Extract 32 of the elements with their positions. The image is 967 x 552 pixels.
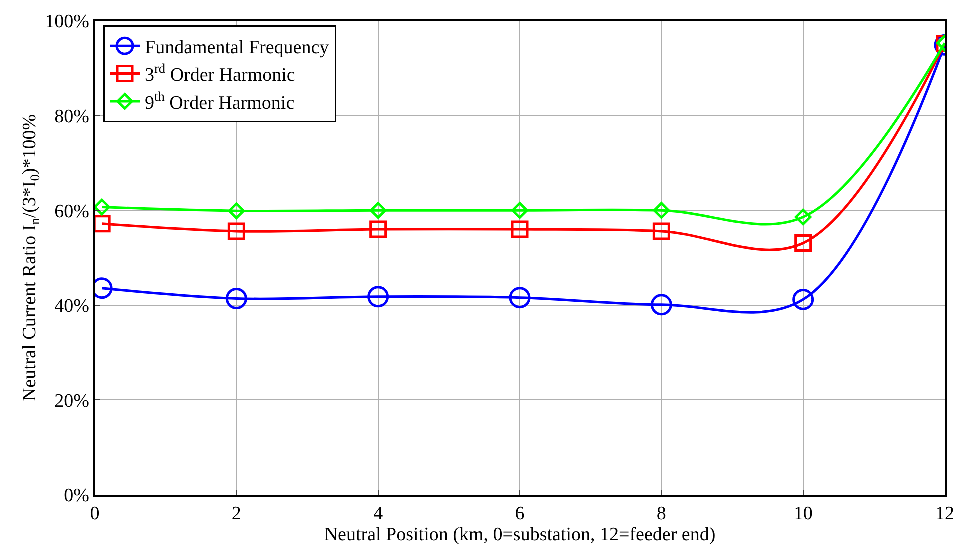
point: [652, 222, 670, 240]
legend-label: 9$^{th}$ Order Harmonic: [145, 88, 295, 114]
legend-label: 3$^{rd}$ Order Harmonic: [145, 61, 296, 86]
x-tick-label: 2: [232, 504, 242, 525]
point: [370, 202, 387, 219]
point: [794, 234, 812, 252]
x-tick-label: 0: [90, 504, 100, 525]
y-tick-label: 80%: [54, 106, 90, 128]
point: [228, 202, 246, 220]
x-tick-label: 12: [936, 504, 954, 525]
point: [653, 202, 670, 219]
point: [650, 294, 672, 316]
point: [792, 288, 814, 310]
x-axis-title: Neutral Position (km, 0=substation, 12=feeder end): [324, 524, 716, 546]
point: [228, 222, 246, 240]
y-tick-label: 40%: [54, 296, 90, 318]
y-tick-label: 20%: [54, 390, 90, 412]
x-tick-label: 6: [515, 504, 525, 525]
point: [511, 220, 529, 238]
x-tick-label: 8: [656, 504, 666, 525]
point: [368, 286, 390, 308]
legend-label: Fundamental Frequency: [145, 38, 330, 58]
point: [794, 208, 812, 226]
x-tick-label: 10: [794, 504, 813, 525]
point: [512, 202, 528, 219]
point: [226, 288, 248, 310]
y-tick-label: 100%: [45, 12, 90, 33]
x-tick-label: 4: [374, 504, 384, 525]
y-tick-label: 0%: [64, 486, 90, 507]
point: [370, 220, 388, 238]
y-tick-label: 60%: [54, 201, 90, 222]
point: [509, 287, 531, 309]
